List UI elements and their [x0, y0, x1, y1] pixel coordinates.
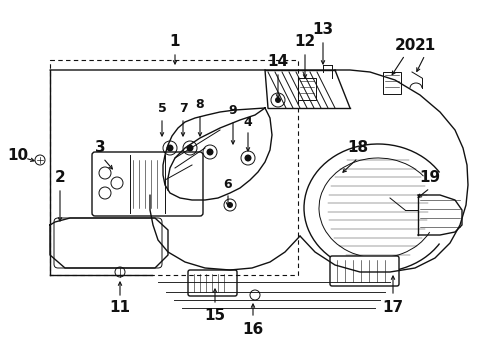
Text: 7: 7	[179, 102, 187, 114]
Text: 2: 2	[54, 171, 65, 185]
Text: 10: 10	[7, 148, 28, 162]
Circle shape	[227, 202, 233, 208]
FancyBboxPatch shape	[330, 256, 399, 286]
Text: 11: 11	[109, 301, 130, 315]
Text: 5: 5	[158, 102, 167, 114]
FancyBboxPatch shape	[54, 218, 162, 268]
Circle shape	[206, 148, 214, 156]
Text: 13: 13	[313, 22, 334, 37]
Text: 6: 6	[224, 179, 232, 192]
Text: 4: 4	[244, 116, 252, 129]
Circle shape	[167, 144, 173, 152]
Text: 16: 16	[243, 323, 264, 338]
FancyBboxPatch shape	[188, 270, 237, 296]
Text: 18: 18	[347, 140, 368, 156]
FancyBboxPatch shape	[92, 152, 203, 216]
Bar	[383, 72, 401, 94]
Text: 15: 15	[204, 307, 225, 323]
Circle shape	[275, 97, 281, 103]
Circle shape	[245, 154, 251, 162]
Text: 9: 9	[229, 104, 237, 117]
Text: 17: 17	[382, 301, 404, 315]
Bar	[298, 78, 316, 100]
Circle shape	[187, 144, 194, 152]
Text: 12: 12	[294, 35, 316, 49]
Text: 20: 20	[394, 37, 416, 53]
Text: 8: 8	[196, 98, 204, 111]
Text: 1: 1	[170, 35, 180, 49]
Text: 3: 3	[95, 140, 105, 156]
Bar	[50, 60, 298, 275]
Text: 19: 19	[419, 171, 441, 185]
Text: 21: 21	[415, 37, 436, 53]
Text: 14: 14	[268, 54, 289, 69]
